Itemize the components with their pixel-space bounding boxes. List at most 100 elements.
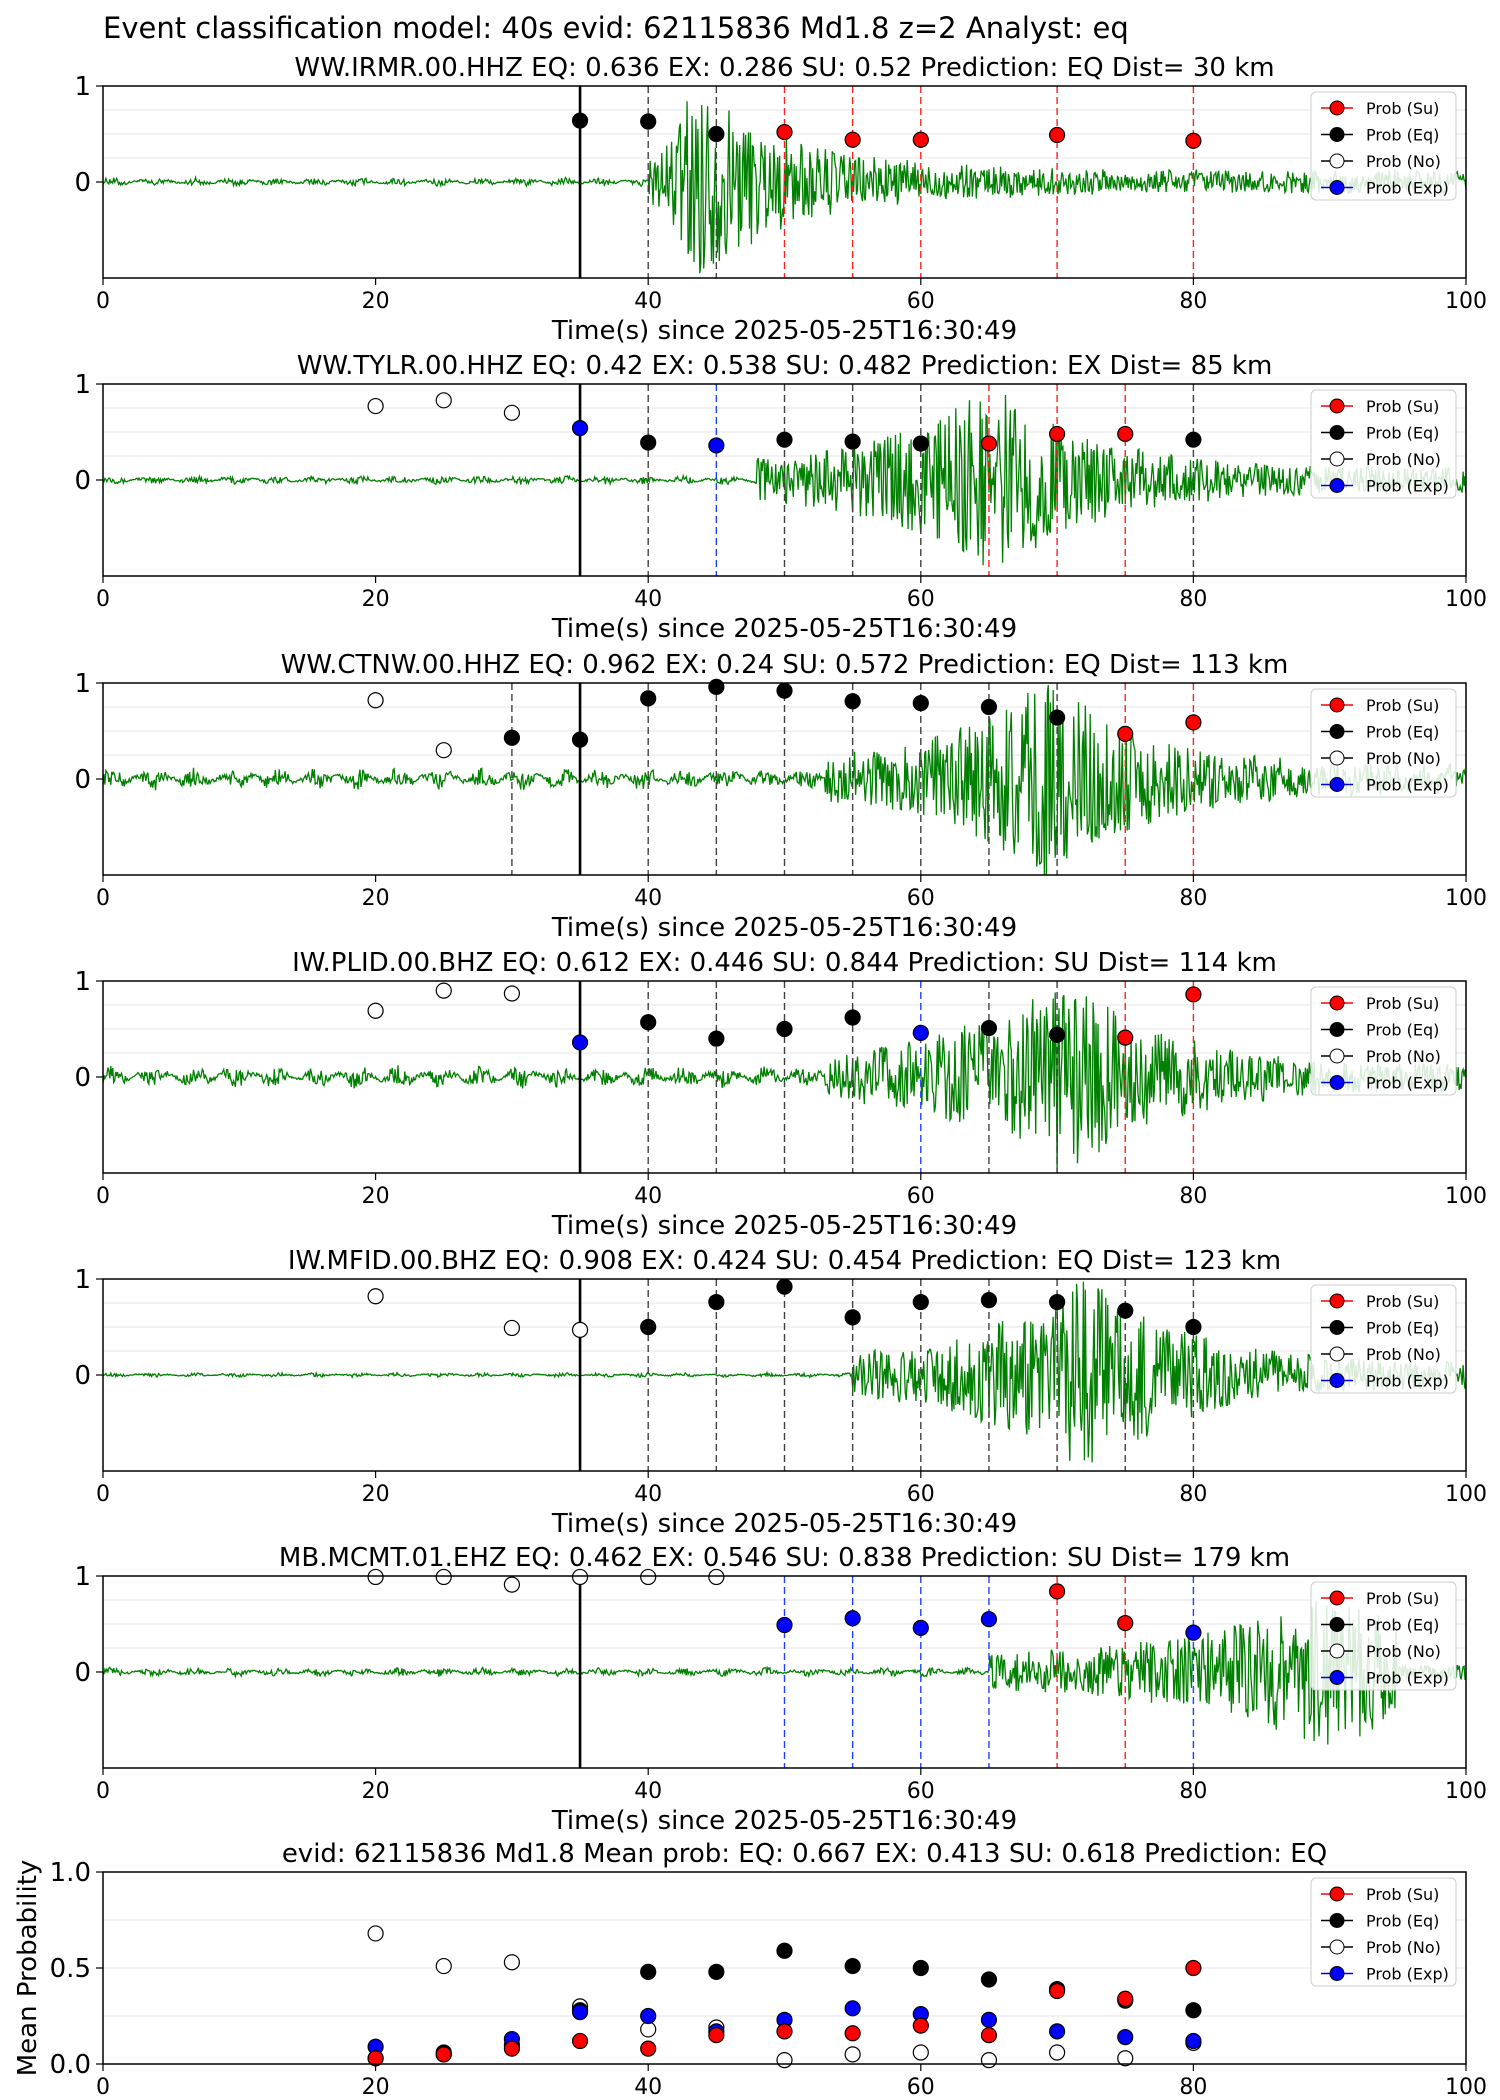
panel-title: MB.MCMT.01.EHZ EQ: 0.462 EX: 0.546 SU: 0… [279, 1543, 1290, 1573]
probability-point [980, 698, 998, 716]
x-tick-label: 20 [362, 886, 390, 911]
probability-point [503, 1576, 520, 1593]
probability-point [1048, 126, 1066, 144]
y-tick-label: 1 [74, 967, 91, 997]
legend-label: Prob (No) [1366, 1047, 1441, 1066]
legend-label: Prob (No) [1366, 749, 1441, 768]
legend-label: Prob (Eq) [1366, 1912, 1439, 1931]
legend-marker [1329, 451, 1345, 467]
legend-label: Prob (Exp) [1366, 1965, 1449, 1984]
probability-point [1048, 1293, 1066, 1311]
probability-point [1117, 1302, 1134, 1319]
legend-marker [1329, 153, 1345, 169]
mean-probability-point [571, 2004, 589, 2021]
legend-marker [1329, 1373, 1345, 1388]
probability-point [571, 731, 589, 748]
x-tick-label: 20 [362, 289, 390, 314]
legend-marker [1329, 1966, 1345, 1981]
x-tick-label: 0 [96, 1482, 110, 1507]
x-tick-label: 20 [362, 1184, 390, 1209]
y-axis-label: Mean Probability [13, 1860, 43, 2077]
probability-point [844, 1009, 861, 1026]
x-tick-label: 0 [96, 587, 110, 612]
probability-point [1117, 1029, 1134, 1046]
waveform-trace [102, 685, 1467, 876]
probability-point [367, 1568, 384, 1586]
legend-marker [1329, 1886, 1345, 1902]
legend-label: Prob (Su) [1366, 1292, 1439, 1311]
legend-label: Prob (Su) [1366, 994, 1439, 1013]
x-axis-label: Time(s) since 2025-05-25T16:30:49 [551, 614, 1017, 644]
mean-probability-point [1048, 1982, 1066, 2000]
probability-point [1185, 1624, 1202, 1641]
station-panel: 0 20 40 60 80 100 0 1 Prob (Su) Prob (Eq) Prob (No… [74, 351, 1487, 644]
mean-probability-point [708, 2027, 725, 2044]
mean-probability-point [1117, 2029, 1134, 2046]
mean-probability-point [776, 2052, 793, 2069]
legend-marker [1329, 1022, 1345, 1037]
y-tick-label: 0 [74, 466, 91, 496]
probability-point [1048, 1583, 1066, 1600]
probability-point [1048, 709, 1066, 726]
figure-title: Event classification model: 40s evid: 62… [103, 11, 1129, 45]
probability-point [1185, 1318, 1202, 1336]
x-tick-label: 60 [907, 1779, 935, 1804]
y-tick-label: 1 [74, 1265, 91, 1295]
x-tick-label: 80 [1179, 289, 1207, 314]
probability-point [776, 123, 793, 141]
mean-probability-point [640, 2007, 657, 2025]
legend-marker [1329, 1590, 1345, 1606]
legend-marker [1329, 478, 1345, 493]
x-axis-label: Time(s) since 2025-05-25T16:30:49 [551, 1509, 1017, 1539]
y-tick-label: 0 [74, 765, 91, 795]
probability-point [1048, 1026, 1066, 1043]
probability-point [912, 435, 929, 452]
x-tick-label: 20 [362, 1779, 390, 1804]
probability-point [708, 678, 725, 695]
x-tick-label: 80 [1179, 587, 1207, 612]
probability-point [1185, 986, 1202, 1003]
x-tick-label: 0 [96, 1184, 110, 1209]
x-tick-label: 40 [634, 886, 662, 911]
y-tick-label: 1 [74, 1562, 91, 1592]
y-tick-label: 0 [74, 168, 91, 198]
legend-label: Prob (Eq) [1366, 1616, 1439, 1635]
x-tick-label: 80 [1179, 1184, 1207, 1209]
y-tick-label: 0 [74, 1063, 91, 1093]
station-panel: 0 20 40 60 80 100 0 1 Prob (Su) Prob (Eq) Prob (No… [74, 948, 1487, 1241]
legend-label: Prob (No) [1366, 152, 1441, 171]
y-tick-label: 0 [74, 1658, 91, 1688]
mean-probability-point [503, 1954, 520, 1971]
waveform-trace [102, 1601, 1467, 1745]
probability-point [844, 131, 861, 148]
x-tick-label: 20 [362, 587, 390, 612]
x-axis-label: Time(s) since 2025-05-25T16:30:49 [551, 316, 1017, 346]
probability-point [776, 431, 793, 448]
x-tick-label: 20 [362, 1482, 390, 1507]
x-tick-label: 60 [907, 587, 935, 612]
legend-marker [1329, 724, 1345, 739]
legend-marker [1329, 750, 1345, 766]
legend-marker [1329, 100, 1345, 116]
mean-probability-point [980, 1971, 998, 1988]
y-tick-label: 0.0 [50, 2050, 91, 2080]
legend-marker [1329, 777, 1345, 792]
legend-label: Prob (Su) [1366, 1885, 1439, 1904]
waveform-trace [102, 1281, 1467, 1463]
probability-point [708, 1293, 725, 1311]
x-tick-label: 100 [1445, 1482, 1487, 1507]
x-tick-label: 60 [907, 289, 935, 314]
probability-point [571, 1034, 589, 1051]
legend-box [1310, 91, 1457, 201]
x-axis-label: Time(s) since 2025-05-25T16:30:49 [551, 1211, 1017, 1241]
probability-point [571, 1568, 589, 1586]
legend-marker [1329, 1617, 1345, 1632]
x-tick-label: 80 [1179, 1779, 1207, 1804]
legend-label: Prob (Eq) [1366, 424, 1439, 443]
mean-probability-point [912, 2017, 929, 2034]
x-tick-label: 80 [1179, 886, 1207, 911]
probability-point [1117, 1614, 1134, 1632]
legend-marker [1329, 1048, 1345, 1064]
legend-marker [1329, 1320, 1345, 1335]
